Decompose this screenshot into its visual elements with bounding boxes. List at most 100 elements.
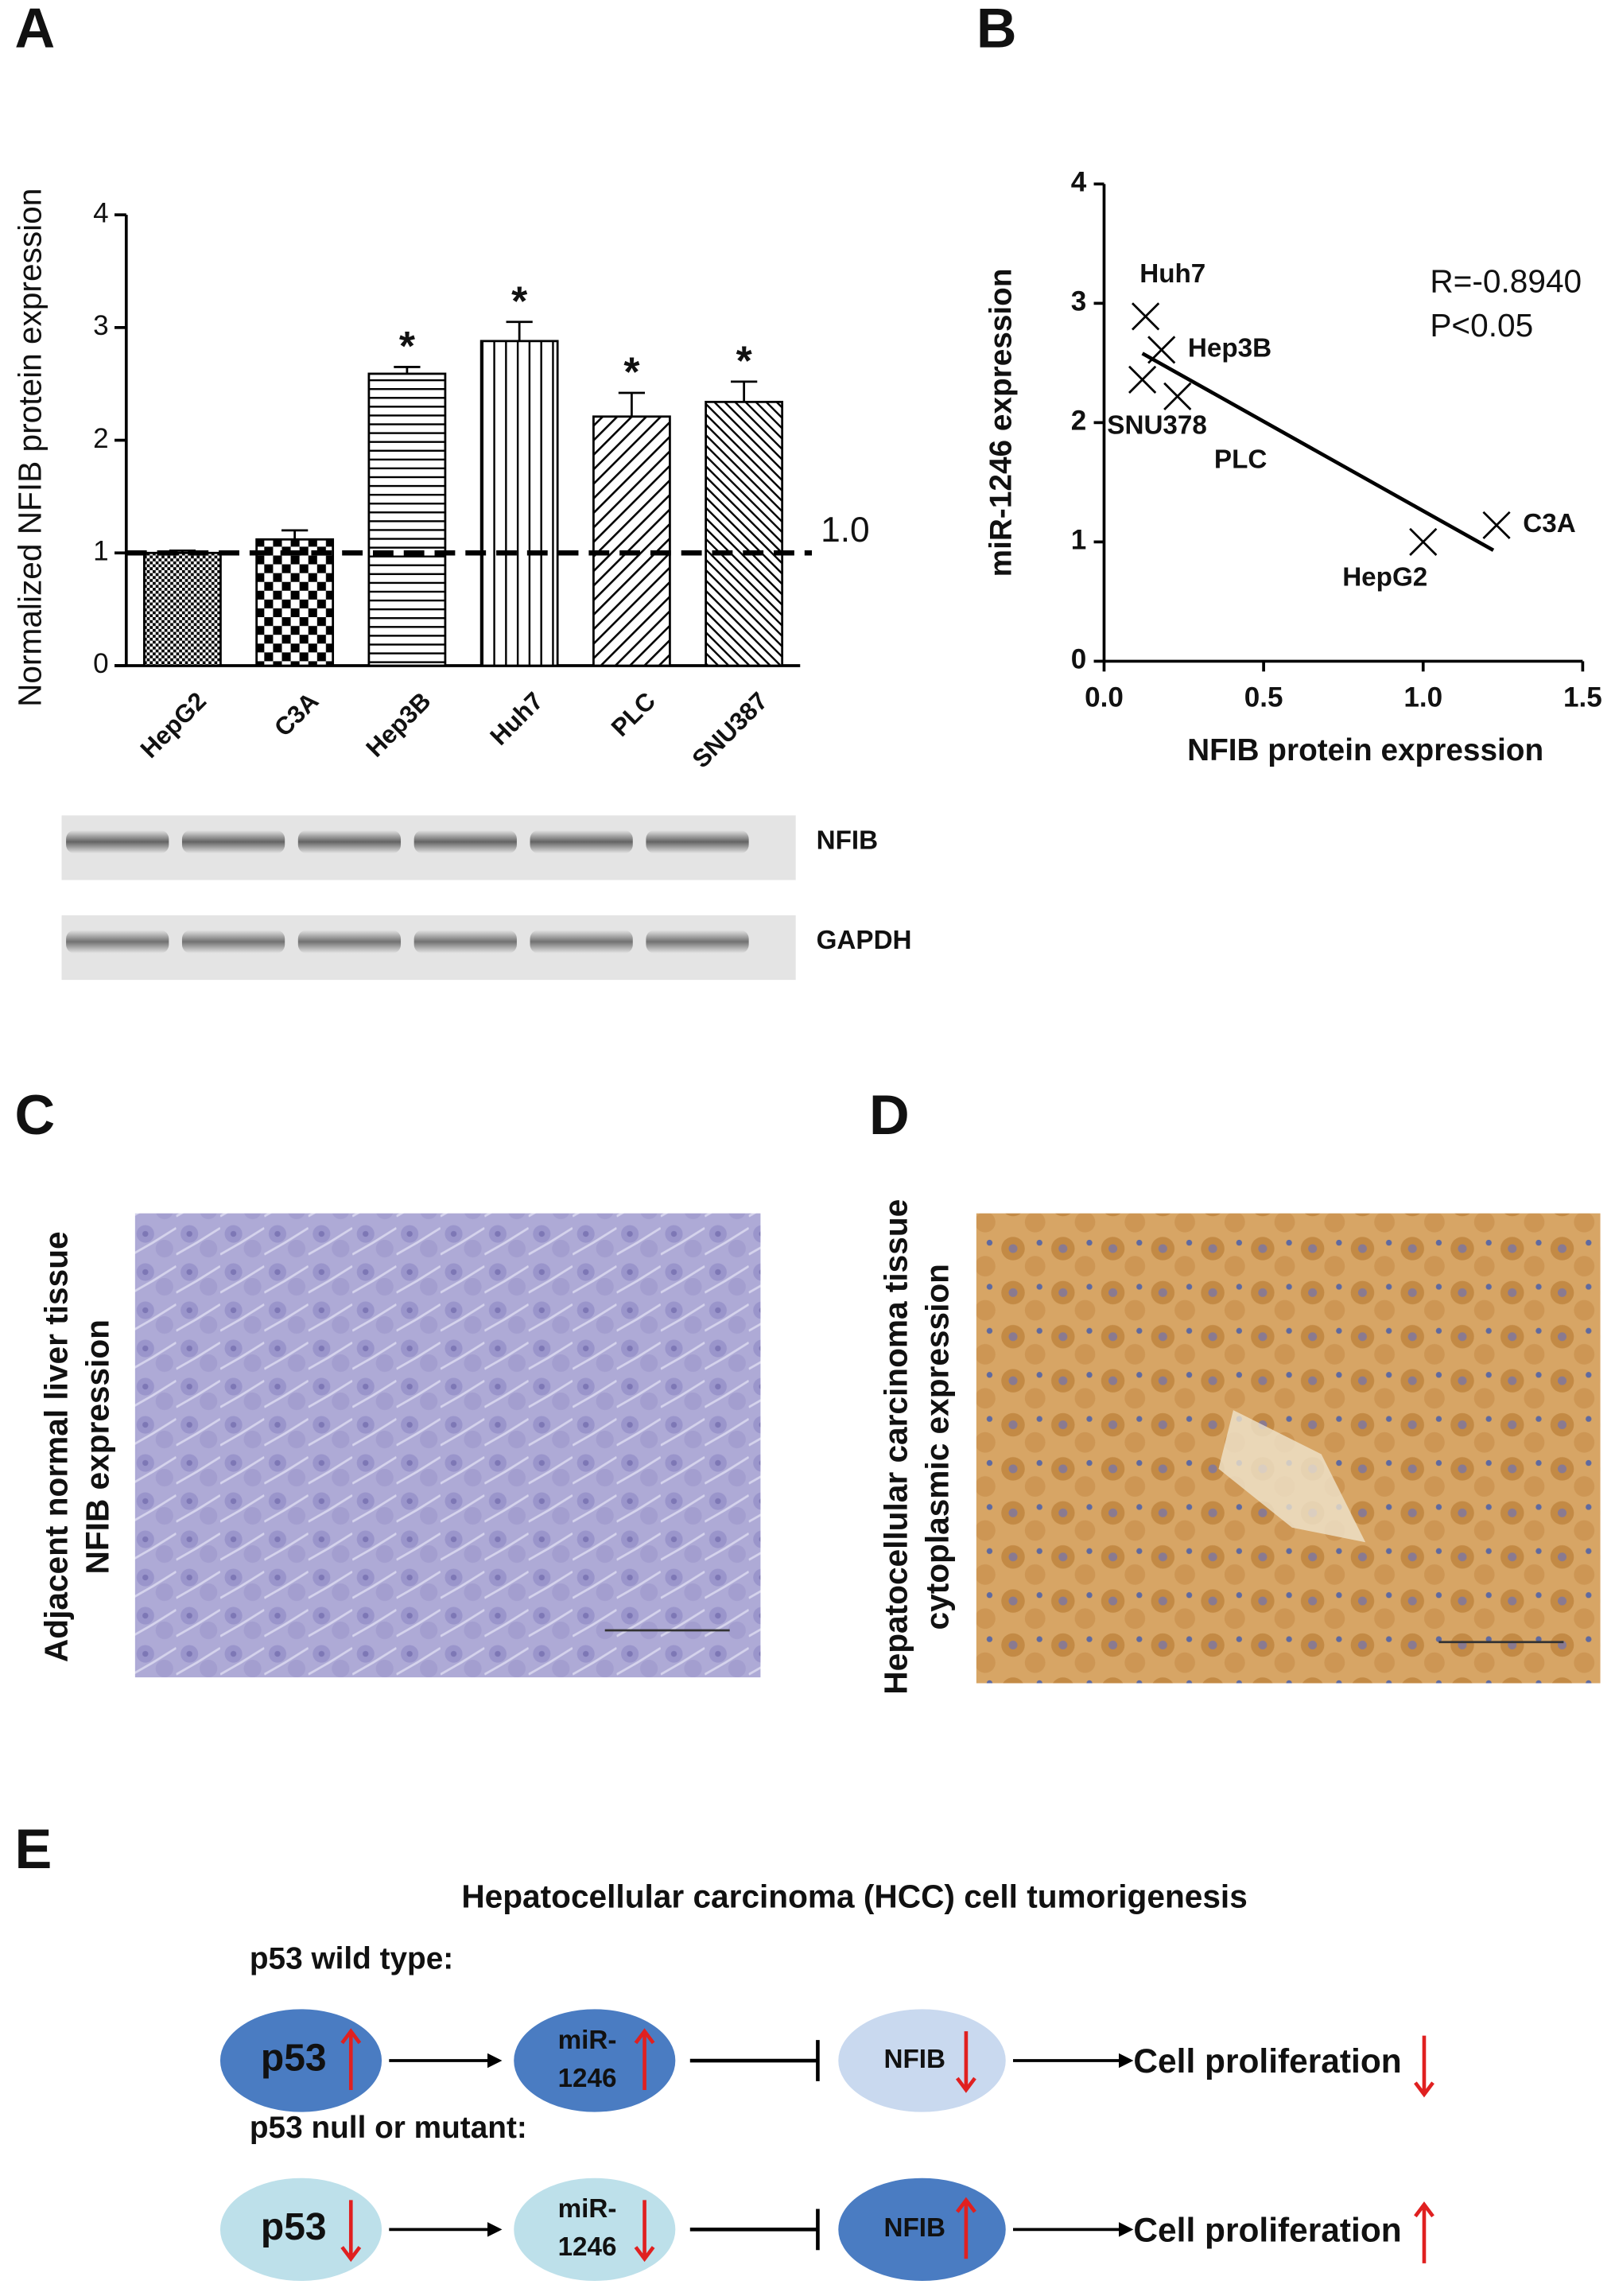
node	[511, 2175, 679, 2284]
panel-label: B	[976, 0, 1017, 60]
row-label: p53 wild type:	[250, 1942, 453, 1976]
inhibition-arrow	[689, 2040, 820, 2081]
point-label: PLC	[1214, 445, 1267, 474]
blot-band	[66, 930, 169, 954]
blot-band	[297, 930, 402, 954]
direction-arrow	[340, 2200, 362, 2263]
direction-arrow	[1414, 2201, 1434, 2263]
point-label: HepG2	[1342, 562, 1427, 592]
blot-band	[181, 829, 285, 854]
node-label: miR-	[558, 2026, 617, 2055]
error-bar	[618, 391, 646, 417]
x-tick-label: C3A	[269, 687, 324, 742]
histology-title: NFIB expression	[79, 1319, 115, 1574]
histology-title: cytoplasmic expression	[918, 1264, 955, 1630]
blot-band	[181, 930, 285, 954]
blot-band	[413, 930, 517, 954]
scatter-point	[1482, 511, 1511, 540]
error-bar	[394, 366, 421, 374]
panel-a: A 0 1 2 3 4 Normalized NFIB protein expression…	[11, 0, 912, 981]
x-tick-label: SNU387	[687, 687, 774, 774]
point-label: Hep3B	[1188, 334, 1271, 363]
x-tick-label: Hep3B	[361, 687, 437, 763]
error-bar	[506, 321, 533, 341]
y-axis-label: Normalized NFIB protein expression	[11, 188, 48, 707]
blot-band	[66, 829, 169, 854]
panels-cd: C D Adjacent normal liver tissue NFIB expre…	[14, 1083, 1601, 1695]
significance-label: *	[736, 337, 753, 383]
blot-band	[646, 930, 749, 954]
reference-label: 1.0	[821, 511, 870, 550]
node-label: 1246	[558, 2232, 617, 2262]
x-tick-label: Huh7	[485, 687, 549, 751]
x-tick-label: PLC	[606, 687, 661, 742]
y-tick-label: 3	[1071, 286, 1087, 317]
node	[217, 2175, 385, 2284]
row-label: p53 null or mutant:	[250, 2111, 527, 2145]
error-bar	[731, 380, 758, 402]
stat-annotation: R=-0.8940	[1430, 263, 1582, 300]
significance-label: *	[623, 349, 640, 395]
node	[511, 2006, 679, 2115]
diagram-title: Hepatocellular carcinoma (HCC) cell tumo…	[461, 1878, 1247, 1915]
x-tick-label: 1.0	[1403, 682, 1442, 713]
direction-arrow	[955, 2031, 976, 2093]
blot-band	[297, 829, 402, 854]
node-label: 1246	[558, 2064, 617, 2093]
node-label: p53	[261, 2038, 327, 2080]
direction-arrow	[634, 2028, 655, 2090]
x-tick-label: 0.0	[1085, 682, 1124, 713]
bar	[367, 372, 447, 667]
scatter-point	[1409, 527, 1438, 557]
significance-label: *	[511, 278, 528, 324]
panel-b: B 0 1 2 3 4 0.0 0.5 1.0 1.5 NFIB protein expressio…	[976, 0, 1602, 767]
node-label: NFIB	[884, 2213, 946, 2243]
y-tick-label: 1	[1071, 525, 1087, 556]
node-label: miR-	[558, 2194, 617, 2224]
scatter-point	[1132, 302, 1160, 331]
direction-arrow	[340, 2028, 362, 2090]
direction-arrow	[955, 2197, 976, 2259]
bar	[705, 400, 784, 667]
point-label: Huh7	[1139, 259, 1205, 289]
direction-arrow	[1414, 2035, 1434, 2098]
y-tick-label: 4	[1071, 167, 1087, 198]
x-tick-label: HepG2	[135, 687, 212, 763]
scatter-point	[1163, 382, 1192, 410]
blot-label: GAPDH	[817, 926, 912, 955]
y-tick-label: 0	[93, 648, 109, 679]
node-label: p53	[261, 2206, 327, 2248]
stat-annotation: P<0.05	[1430, 307, 1533, 344]
x-axis-label: NFIB protein expression	[1187, 733, 1543, 767]
blot-band	[530, 930, 633, 954]
blot-band	[413, 829, 517, 854]
x-tick-label: 1.5	[1563, 682, 1602, 713]
histology-title: Hepatocellular carcinoma tissue	[878, 1199, 914, 1695]
y-tick-label: 3	[93, 310, 109, 341]
y-axis-label: miR-1246 expression	[984, 268, 1018, 577]
inhibition-arrow	[689, 2209, 820, 2251]
significance-label: *	[399, 323, 416, 369]
panel-label: A	[14, 0, 55, 60]
scatter-point	[1128, 365, 1157, 394]
node	[217, 2006, 385, 2115]
blot-band	[530, 829, 633, 854]
point-label: SNU378	[1107, 410, 1207, 440]
error-bar	[281, 529, 309, 540]
bar	[479, 340, 559, 667]
panel-e: E Hepatocellular carcinoma (HCC) cell tum…	[14, 1817, 1434, 2284]
blot-label: NFIB	[817, 826, 879, 855]
panel-label: E	[14, 1817, 52, 1880]
node-label: NFIB	[884, 2045, 946, 2074]
output-label: Cell proliferation	[1133, 2042, 1401, 2080]
x-tick-label: 0.5	[1244, 682, 1283, 713]
bar	[255, 538, 335, 667]
y-tick-label: 2	[93, 423, 109, 454]
y-tick-label: 4	[93, 197, 109, 228]
vessel	[1218, 1410, 1366, 1543]
y-tick-label: 1	[93, 536, 109, 567]
y-tick-label: 2	[1071, 406, 1087, 437]
histology-title: Adjacent normal liver tissue	[38, 1231, 75, 1662]
